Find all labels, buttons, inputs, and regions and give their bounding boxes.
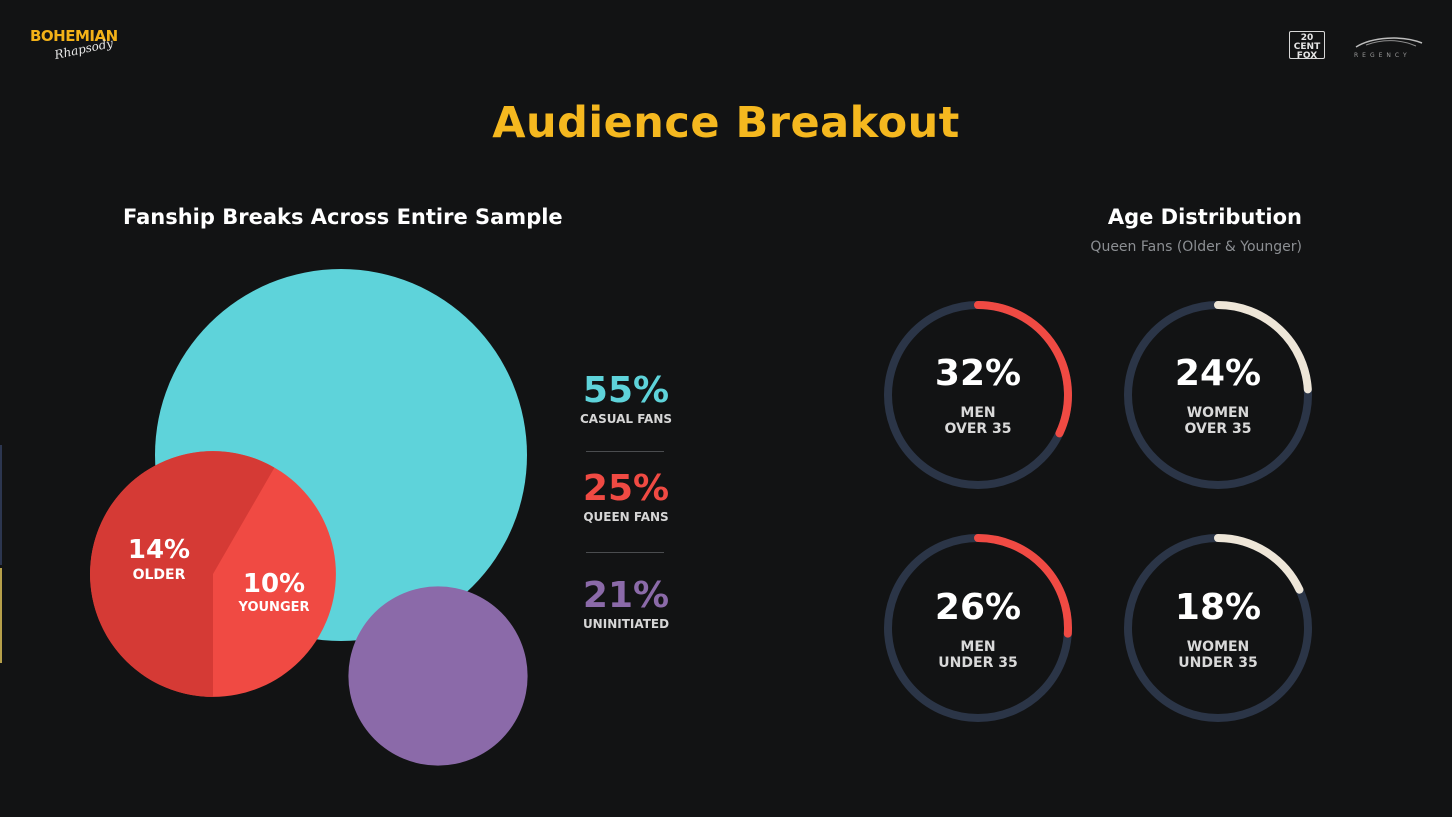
- slice-queen-older: [89, 451, 275, 697]
- stat-queen-label: QUEEN FANS: [583, 510, 669, 524]
- age-chart-subtitle: Queen Fans (Older & Younger): [1090, 239, 1302, 255]
- fox-logo-mark: 20 CENT FOX: [1289, 31, 1325, 61]
- stat-casual-label: CASUAL FANS: [579, 412, 672, 426]
- donut-label: WOMEN OVER 35: [1184, 405, 1252, 437]
- donut-value-arc: [974, 534, 1072, 638]
- younger-value-label: 10%: [243, 569, 305, 599]
- donut-women-over-35-svg: [1124, 301, 1312, 489]
- regency-wordmark: REGENCY: [1354, 52, 1411, 59]
- stat-divider: [586, 451, 664, 452]
- donut-value: 26%: [934, 587, 1022, 628]
- donut-men-under-35-svg: [884, 534, 1072, 722]
- regency-logo: REGENCY: [1352, 33, 1426, 63]
- donut-men-over-35-svg: [884, 301, 1072, 489]
- donut-women-under-35: 18% WOMEN UNDER 35: [1120, 530, 1316, 726]
- stat-uninitiated-value: 21%: [582, 575, 670, 616]
- logo-main-text: BOHEMIAN: [30, 27, 118, 45]
- left-edge-strip: [0, 445, 2, 565]
- bubble-uninitiated: [348, 586, 528, 766]
- left-edge-strip: [0, 568, 2, 663]
- stat-queen-value: 25%: [582, 468, 670, 509]
- regency-swoosh-icon: [1355, 37, 1423, 48]
- older-category-label: OLDER: [133, 567, 186, 583]
- stat-casual: 55% CASUAL FANS: [571, 370, 681, 427]
- page-title: Audience Breakout: [492, 98, 960, 148]
- donut-label: WOMEN UNDER 35: [1178, 639, 1258, 671]
- donut-value: 24%: [1174, 353, 1262, 394]
- stat-divider: [586, 552, 664, 553]
- age-chart-title: Age Distribution: [1107, 205, 1302, 229]
- donut-value-arc: [974, 301, 1072, 438]
- donut-value-arc: [1214, 534, 1304, 594]
- donut-men-under-35: 26% MEN UNDER 35: [880, 530, 1076, 726]
- stat-uninitiated-label: UNINITIATED: [582, 617, 670, 631]
- donut-women-under-35-svg: [1124, 534, 1312, 722]
- donut-men-over-35: 32% MEN OVER 35: [880, 297, 1076, 493]
- fox-logo: 20 CENT FOX: [1289, 31, 1327, 61]
- donut-label: MEN UNDER 35: [938, 639, 1018, 671]
- younger-category-label: YOUNGER: [238, 600, 310, 615]
- bohemian-rhapsody-logo: BOHEMIAN Rhapsody: [30, 27, 125, 71]
- stat-casual-value: 55%: [582, 370, 670, 411]
- stat-uninitiated: 21% UNINITIATED: [571, 575, 681, 632]
- donut-women-over-35: 24% WOMEN OVER 35: [1120, 297, 1316, 493]
- donut-value: 18%: [1174, 587, 1262, 628]
- stat-queen: 25% QUEEN FANS: [571, 468, 681, 525]
- donut-value-arc: [1214, 301, 1312, 394]
- older-value-label: 14%: [128, 535, 190, 565]
- donut-value: 32%: [934, 353, 1022, 394]
- fanship-chart-title: Fanship Breaks Across Entire Sample: [123, 205, 563, 229]
- donut-label: MEN OVER 35: [944, 405, 1012, 437]
